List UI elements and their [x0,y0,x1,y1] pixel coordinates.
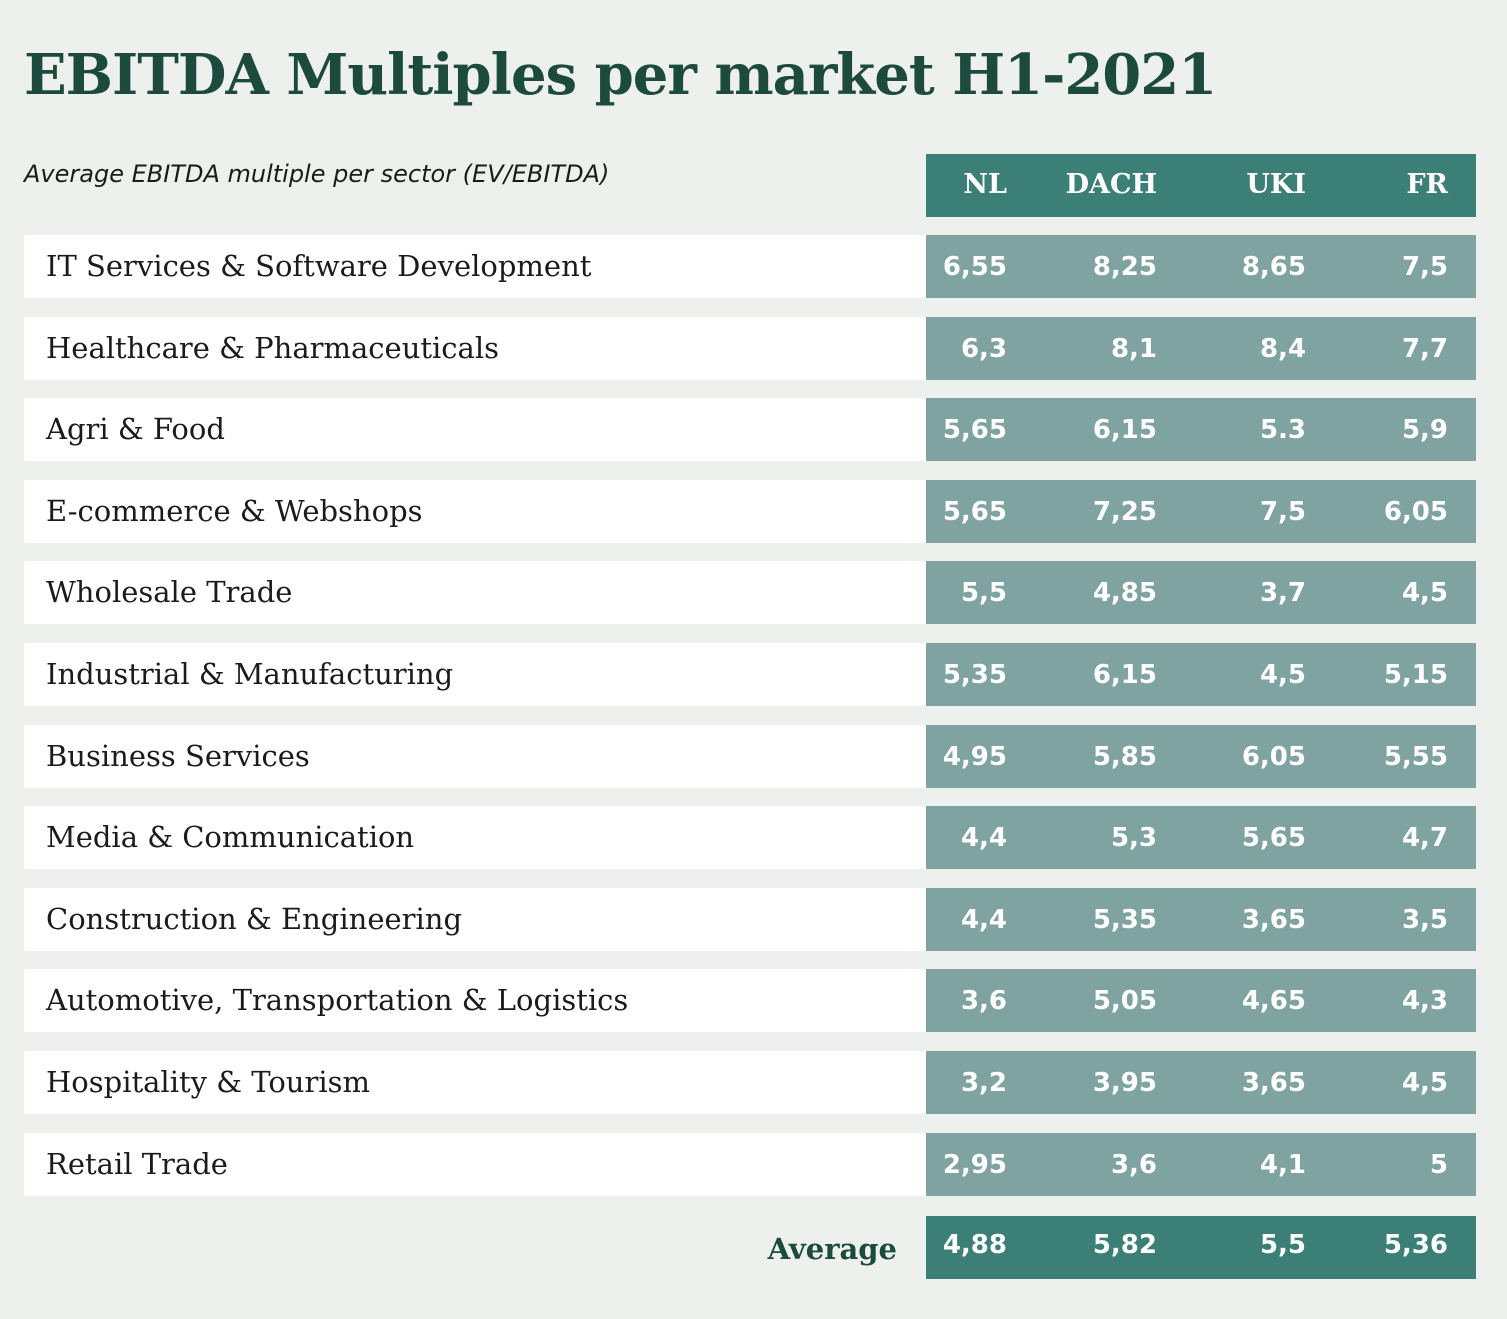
sector-label: Wholesale Trade [46,575,293,609]
cell-nl: 3,6 [960,986,1007,1016]
cell-uki: 3,65 [1241,1068,1306,1098]
cell-uki: 4,1 [1259,1150,1306,1180]
cell-dach: 8,1 [1110,334,1157,364]
cell-uki: 4,5 [1259,660,1306,690]
cell-nl: 4,95 [942,742,1007,772]
average-dach: 5,82 [1092,1230,1157,1260]
column-header-dach: DACH [1065,169,1157,200]
cell-uki: 3,7 [1259,578,1306,608]
cell-uki: 8,4 [1259,334,1306,364]
table-row: Wholesale Trade [24,561,926,624]
cell-dach: 7,25 [1092,497,1157,527]
sector-label: Healthcare & Pharmaceuticals [46,331,499,365]
table-row: Media & Communication [24,806,926,869]
cell-fr: 7,5 [1401,252,1448,282]
table-row: Construction & Engineering [24,888,926,951]
cell-fr: 4,3 [1401,986,1448,1016]
cell-fr: 5,55 [1383,742,1448,772]
row-value-band [926,806,1476,869]
cell-nl: 6,55 [942,252,1007,282]
table-row: Business Services [24,725,926,788]
sector-label: IT Services & Software Development [46,249,592,283]
cell-uki: 7,5 [1259,497,1306,527]
cell-dach: 5,3 [1110,823,1157,853]
row-value-band [926,317,1476,380]
cell-uki: 4,65 [1241,986,1306,1016]
average-fr: 5,36 [1383,1230,1448,1260]
cell-fr: 5,9 [1401,415,1448,445]
cell-nl: 2,95 [942,1150,1007,1180]
cell-dach: 4,85 [1092,578,1157,608]
row-value-band [926,969,1476,1032]
row-value-band [926,398,1476,461]
sector-label: Construction & Engineering [46,902,463,936]
chart-title: EBITDA Multiples per market H1-2021 [24,42,1217,108]
cell-uki: 5,65 [1241,823,1306,853]
cell-dach: 3,6 [1110,1150,1157,1180]
cell-nl: 4,4 [960,823,1007,853]
cell-fr: 4,5 [1401,1068,1448,1098]
cell-fr: 5 [1429,1150,1448,1180]
average-nl: 4,88 [942,1230,1007,1260]
cell-uki: 3,65 [1241,905,1306,935]
row-value-band [926,643,1476,706]
table-row: Industrial & Manufacturing [24,643,926,706]
row-value-band [926,235,1476,298]
cell-nl: 5,65 [942,415,1007,445]
cell-nl: 5,5 [960,578,1007,608]
column-header-fr: FR [1406,169,1448,200]
cell-nl: 5,65 [942,497,1007,527]
sector-label: Business Services [46,739,310,773]
cell-fr: 5,15 [1383,660,1448,690]
table-row: Automotive, Transportation & Logistics [24,969,926,1032]
cell-nl: 6,3 [960,334,1007,364]
chart-subtitle: Average EBITDA multiple per sector (EV/E… [24,160,610,188]
cell-uki: 6,05 [1241,742,1306,772]
cell-dach: 6,15 [1092,660,1157,690]
cell-fr: 7,7 [1401,334,1448,364]
row-value-band [926,725,1476,788]
cell-nl: 4,4 [960,905,1007,935]
cell-dach: 6,15 [1092,415,1157,445]
sector-label: Industrial & Manufacturing [46,657,454,691]
cell-dach: 5,05 [1092,986,1157,1016]
cell-dach: 3,95 [1092,1068,1157,1098]
column-header-nl: NL [963,169,1007,200]
sector-label: Media & Communication [46,820,415,854]
average-row-label: Average [767,1232,897,1266]
cell-dach: 5,85 [1092,742,1157,772]
sector-label: Agri & Food [46,412,225,446]
cell-nl: 5,35 [942,660,1007,690]
table-row: Healthcare & Pharmaceuticals [24,317,926,380]
cell-fr: 6,05 [1383,497,1448,527]
cell-fr: 3,5 [1401,905,1448,935]
sector-label: Automotive, Transportation & Logistics [46,983,629,1017]
average-uki: 5,5 [1259,1230,1306,1260]
row-value-band [926,888,1476,951]
cell-nl: 3,2 [960,1068,1007,1098]
table-row: Retail Trade [24,1133,926,1196]
column-header-uki: UKI [1246,169,1306,200]
row-value-band [926,480,1476,543]
table-row: IT Services & Software Development [24,235,926,298]
cell-uki: 5.3 [1259,415,1306,445]
cell-uki: 8,65 [1241,252,1306,282]
sector-label: Retail Trade [46,1147,228,1181]
cell-dach: 8,25 [1092,252,1157,282]
average-row-band [926,1216,1476,1279]
cell-dach: 5,35 [1092,905,1157,935]
row-value-band [926,561,1476,624]
table-row: Agri & Food [24,398,926,461]
row-value-band [926,1133,1476,1196]
table-row: E-commerce & Webshops [24,480,926,543]
cell-fr: 4,5 [1401,578,1448,608]
sector-label: Hospitality & Tourism [46,1065,370,1099]
row-value-band [926,1051,1476,1114]
sector-label: E-commerce & Webshops [46,494,423,528]
table-row: Hospitality & Tourism [24,1051,926,1114]
column-header-band [926,154,1476,217]
cell-fr: 4,7 [1401,823,1448,853]
